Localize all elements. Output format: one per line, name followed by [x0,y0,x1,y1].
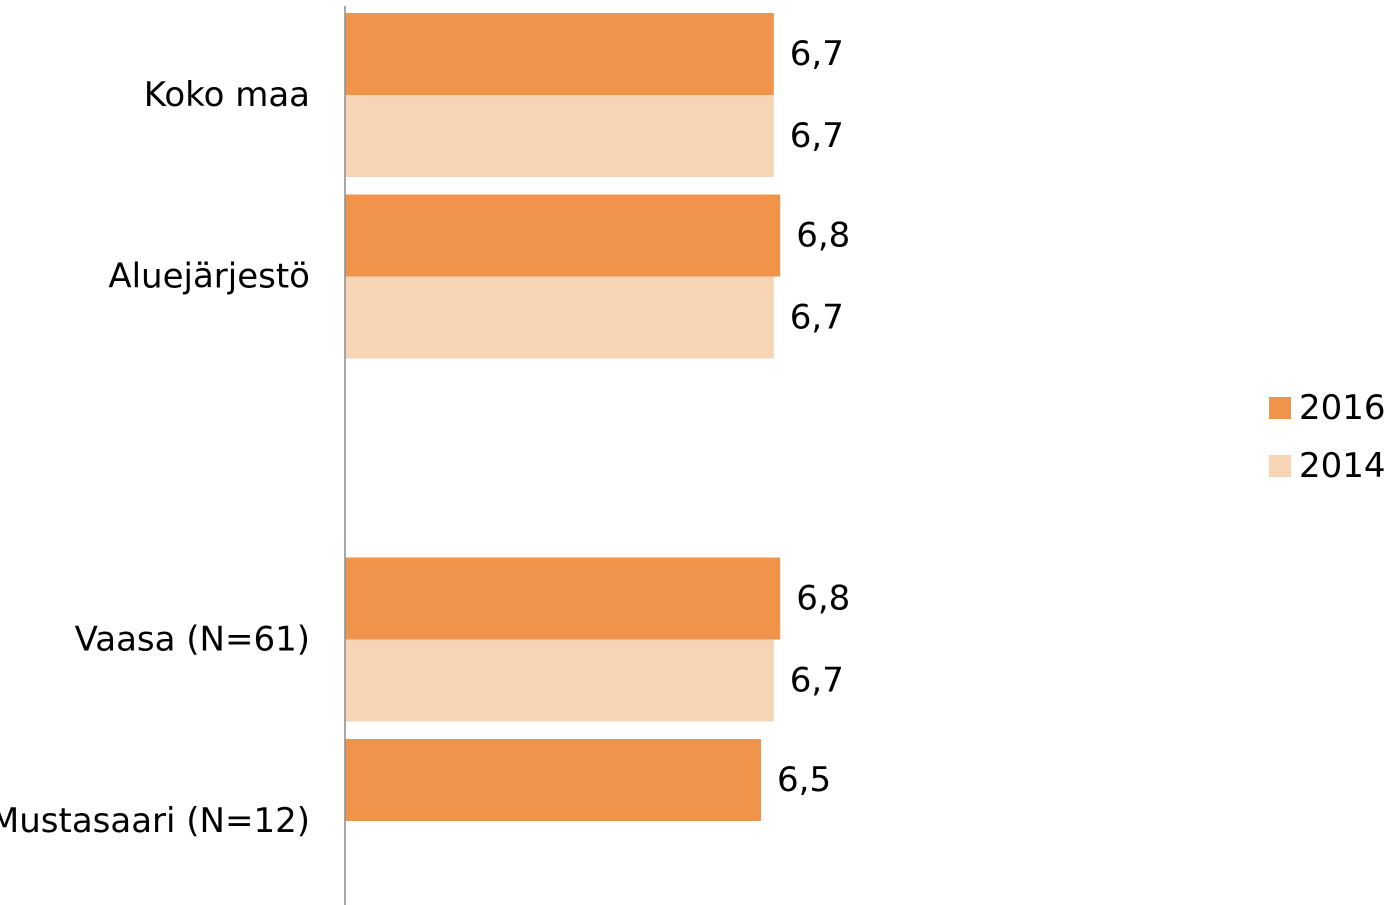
category-label-vaasa-n-61: Vaasa (N=61) [75,620,310,660]
value-labels-group: 6,7 6,7 6,8 6,7 6,8 6,7 6,5 [777,34,850,800]
bar-koko-maa-2014 [345,95,774,177]
value-label-koko-maa-2014: 6,7 [790,116,844,156]
category-label-koko-maa: Koko maa [144,75,310,115]
value-label-vaasa-n-61-2014: 6,7 [790,661,844,701]
bar-aluejarjesto-2014 [345,276,774,359]
value-label-aluejarjesto-2014: 6,7 [790,298,844,338]
legend-swatch-2014 [1269,455,1291,477]
bar-aluejarjesto-2016 [345,194,781,277]
value-label-koko-maa-2016: 6,7 [790,34,844,74]
bar-vaasa-n-61-2014 [345,639,774,722]
bar-koko-maa-2016 [345,13,774,95]
value-label-mustasaari-n-12-2016: 6,5 [777,760,831,800]
value-label-aluejarjesto-2016: 6,8 [796,216,850,256]
category-label-mustasaari-n-12: Mustasaari (N=12) [0,801,310,841]
bars-group [345,13,781,821]
legend-swatch-2016 [1269,397,1291,419]
legend: 2016 2014 [1269,388,1386,486]
legend-label-2014: 2014 [1299,446,1386,486]
legend-label-2016: 2016 [1299,388,1386,428]
bar-mustasaari-n-12-2016 [345,739,761,821]
value-label-vaasa-n-61-2016: 6,8 [796,579,850,619]
bar-vaasa-n-61-2016 [345,557,781,640]
category-labels-group: Koko maa Aluejärjestö Vaasa (N=61) Mustasaa… [0,75,310,841]
category-label-aluejarjesto: Aluejärjestö [108,257,310,297]
